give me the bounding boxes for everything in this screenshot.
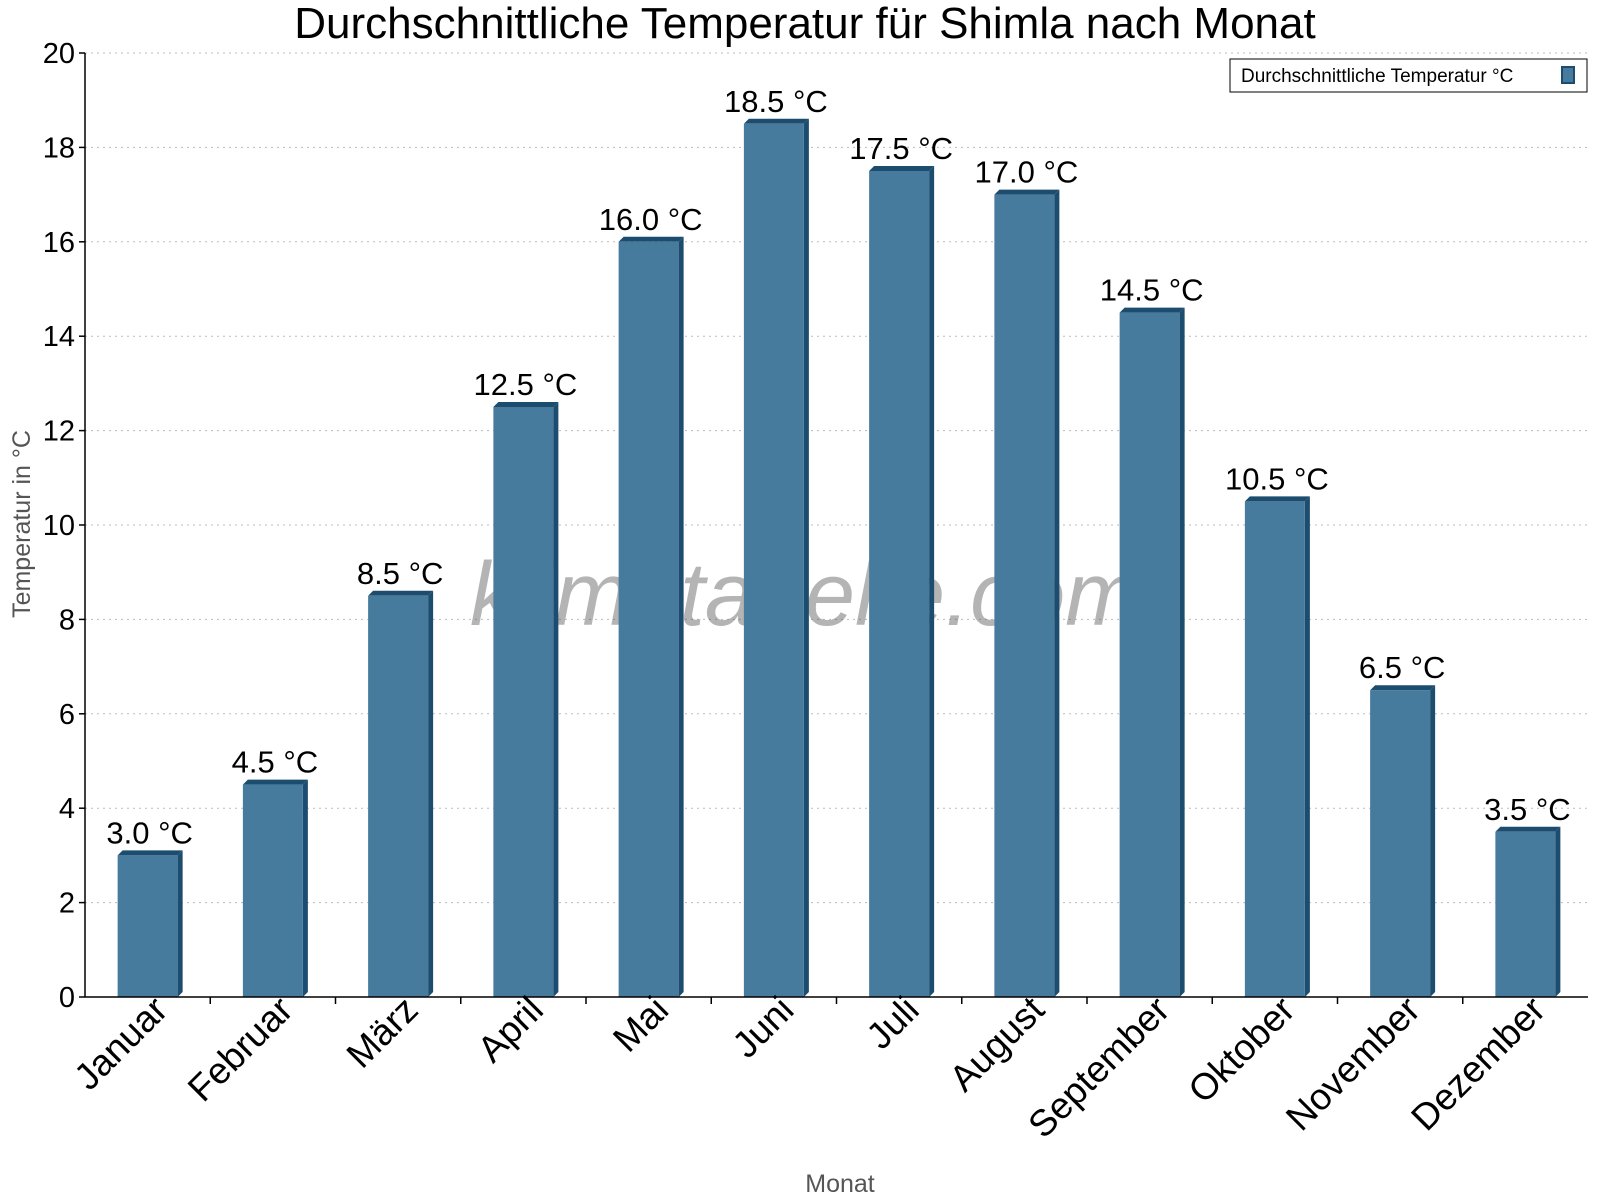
x-tick-label: Juni	[725, 989, 802, 1066]
data-label: 17.0 °C	[975, 155, 1079, 190]
bar-side	[803, 118, 809, 998]
bar-face	[493, 407, 554, 997]
data-label: 18.5 °C	[724, 84, 828, 119]
bar-side	[1304, 496, 1310, 997]
x-tick-label: Dezember	[1403, 989, 1553, 1139]
y-axis-label: Temperatur in °C	[8, 430, 36, 618]
y-tick-label: 16	[43, 227, 75, 259]
data-label: 3.0 °C	[106, 815, 193, 850]
bar-face	[1244, 501, 1305, 997]
bar-side	[428, 590, 434, 997]
bar-side	[678, 236, 684, 998]
y-tick-labels: 0 2 4 6 8 10 12 14 16 18 20	[43, 38, 75, 1014]
bar	[618, 236, 684, 998]
bar-top	[368, 590, 434, 596]
y-tick-label: 6	[59, 699, 75, 731]
bar	[242, 779, 308, 997]
x-tick-labels: Januar Februar März April Mai Juni Juli AugustS…	[66, 988, 1553, 1145]
axes	[79, 52, 1588, 1004]
data-label: 14.5 °C	[1100, 273, 1204, 308]
x-tick-label: Mai	[605, 989, 676, 1060]
data-labels: 3.0 °C 4.5 °C 8.5 °C 12.5 °C 16.0 °C 18.5 °C 1…	[106, 84, 1570, 851]
bars	[117, 118, 1561, 998]
bar-face	[242, 784, 303, 997]
legend-label: Durchschnittliche Temperatur °C	[1241, 66, 1513, 87]
bar-face	[618, 241, 679, 998]
data-label: 12.5 °C	[474, 367, 578, 402]
bar-top	[994, 189, 1060, 195]
y-tick-label: 12	[43, 416, 75, 448]
bar	[1244, 496, 1310, 997]
x-tick-label: Februar	[180, 989, 301, 1110]
bar-top	[1370, 685, 1436, 691]
bar	[1119, 307, 1185, 998]
y-tick-label: 4	[59, 793, 75, 825]
bar-face	[1119, 312, 1180, 998]
y-tick-label: 14	[43, 321, 75, 353]
bar	[1495, 826, 1561, 997]
x-tick-label: August	[942, 988, 1053, 1099]
y-tick-label: 2	[59, 888, 75, 920]
legend-swatch	[1561, 66, 1575, 84]
x-tick-label: April	[470, 989, 551, 1070]
bar	[493, 402, 559, 997]
bar	[869, 166, 935, 997]
bar-side	[177, 850, 183, 997]
x-tick-label: Januar	[66, 989, 175, 1098]
bar-side	[553, 402, 559, 997]
y-tick-label: 18	[43, 132, 75, 164]
bar-face	[1370, 690, 1431, 997]
bar-side	[929, 166, 935, 997]
data-label: 4.5 °C	[232, 745, 319, 780]
bar-side	[302, 779, 308, 997]
bar-side	[1054, 189, 1060, 998]
data-label: 10.5 °C	[1225, 461, 1329, 496]
bar-face	[368, 595, 429, 997]
y-tick-label: 10	[43, 510, 75, 542]
bar	[994, 189, 1060, 998]
bar-side	[1179, 307, 1185, 998]
bar-top	[117, 850, 183, 856]
legend: Durchschnittliche Temperatur °C	[1229, 58, 1588, 93]
y-tick-label: 8	[59, 604, 75, 636]
bar-side	[1555, 826, 1561, 997]
bar-top	[1495, 826, 1561, 832]
bar-face	[994, 194, 1055, 998]
data-label: 3.5 °C	[1484, 792, 1571, 827]
bar	[1370, 685, 1436, 997]
x-tick-label: November	[1278, 989, 1428, 1139]
bar-face	[743, 123, 804, 998]
legend-box	[1229, 58, 1588, 93]
x-tick-label: März	[339, 989, 426, 1076]
bar-top	[618, 236, 684, 242]
data-label: 17.5 °C	[849, 131, 953, 166]
grid-lines	[85, 52, 1588, 904]
bar-top	[743, 118, 809, 124]
data-label: 16.0 °C	[599, 202, 703, 237]
bar-top	[493, 402, 559, 407]
bar-top	[242, 779, 308, 785]
bar	[117, 850, 183, 997]
bar-side	[1430, 685, 1436, 997]
bar-top	[1119, 307, 1185, 313]
bar-face	[869, 171, 930, 997]
chart-title: Durchschnittliche Temperatur für Shimla …	[294, 0, 1315, 48]
y-tick-label: 0	[59, 982, 75, 1014]
bar-face	[1495, 831, 1556, 997]
data-label: 8.5 °C	[357, 556, 444, 591]
x-tick-label: Oktober	[1180, 989, 1302, 1111]
x-tick-label: Juli	[859, 989, 927, 1057]
bar-face	[117, 855, 178, 997]
y-tick-label: 20	[43, 38, 75, 70]
bar-top	[1244, 496, 1310, 502]
bar	[368, 590, 434, 997]
x-axis-label: Monat	[805, 1170, 875, 1198]
bar-top	[869, 166, 935, 171]
bar	[743, 118, 809, 998]
data-label: 6.5 °C	[1359, 650, 1446, 685]
